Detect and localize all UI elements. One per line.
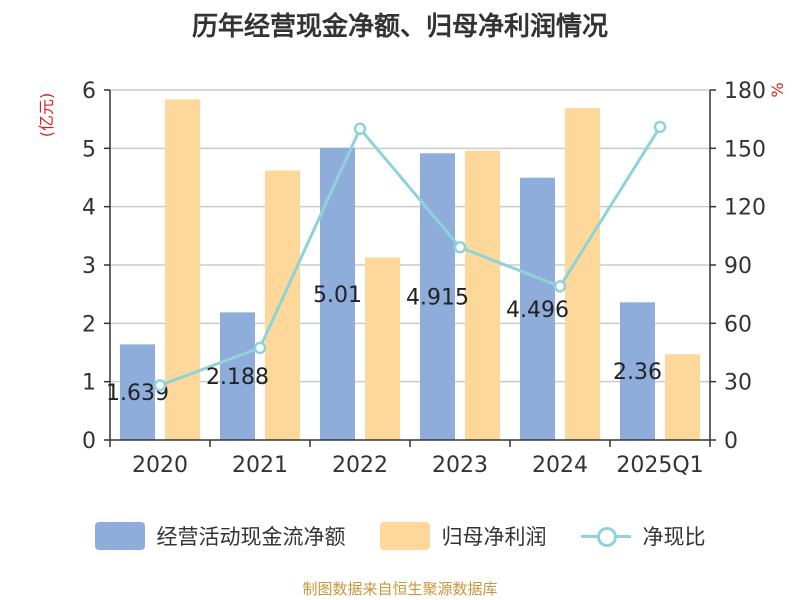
right-tick-label: 60 [724,312,752,337]
right-tick-label: 150 [724,137,766,162]
bar-cashflow [120,344,155,440]
right-tick-label: 180 [724,79,766,104]
data-label-cashflow: 4.915 [406,286,469,311]
data-label-cashflow: 5.01 [313,283,362,308]
ratio-line [159,125,662,387]
right-tick-label: 30 [724,371,752,396]
legend-label-cashflow: 经营活动现金流净额 [156,525,346,549]
ratio-point [253,341,267,355]
ratio-point [653,120,667,134]
bar-net-profit [265,170,300,440]
x-tick-label: 2023 [432,453,488,478]
left-tick-label: 5 [82,137,96,162]
bar-cashflow [220,312,255,440]
bar-cashflow [620,302,655,440]
left-tick-label: 2 [82,312,96,337]
bar-net-profit [665,354,700,440]
right-axis-unit: % [768,82,787,97]
x-tick-label: 2021 [232,453,288,478]
grid-lines [110,89,710,383]
bar-cashflow [420,153,455,440]
bars [120,99,700,440]
x-tick-label: 2022 [332,453,388,478]
legend-line-icon [580,522,631,550]
right-tick-label: 0 [724,429,738,454]
left-tick-label: 0 [82,429,96,454]
legend-item-net-profit[interactable]: 归母净利润 [379,521,547,551]
ratio-point [553,280,567,293]
source-note: 制图数据来自恒生聚源数据库 [302,580,498,598]
x-tick-label: 2025Q1 [616,453,703,478]
legend: 经营活动现金流净额 归母净利润 净现比 [0,516,800,556]
legend-label-ratio: 净现比 [642,525,706,549]
left-tick-label: 1 [82,371,96,396]
data-label-cashflow: 4.496 [506,298,569,323]
bar-net-profit [165,99,200,440]
x-tick-label: 2020 [132,453,188,478]
left-tick-label: 3 [82,254,96,279]
legend-label-net-profit: 归母净利润 [441,525,547,549]
ratio-point [353,122,367,135]
legend-swatch-net-profit [379,522,430,550]
ratio-point [453,241,467,254]
data-label-cashflow: 2.36 [613,360,662,385]
left-axis-unit: (亿元) [37,93,56,138]
ratio-line-path [159,125,662,387]
left-tick-label: 4 [82,196,96,221]
legend-swatch-cashflow [94,522,145,550]
chart-title: 历年经营现金净额、归母净利润情况 [191,12,608,42]
bar-net-profit [365,257,400,440]
data-label-cashflow: 2.188 [206,365,269,390]
legend-item-cashflow[interactable]: 经营活动现金流净额 [94,521,346,551]
bar-net-profit [465,150,500,440]
legend-item-ratio[interactable]: 净现比 [580,521,706,551]
right-tick-label: 90 [724,254,752,279]
bar-cashflow [520,177,555,440]
left-tick-label: 6 [82,79,96,104]
bar-net-profit [565,108,600,440]
x-tick-label: 2024 [532,453,588,478]
right-tick-label: 120 [724,196,766,221]
ratio-point [153,379,167,392]
bar-cashflow [320,147,355,440]
